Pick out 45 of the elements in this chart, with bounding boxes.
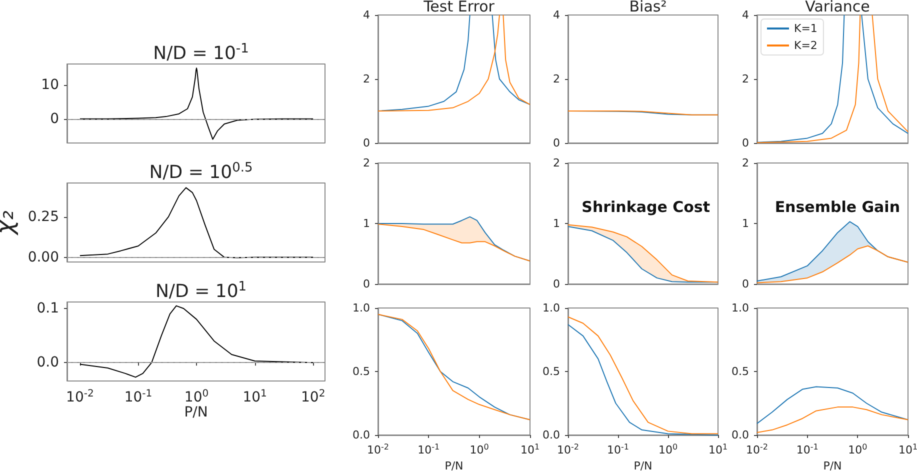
y-tick-label: 0 xyxy=(50,110,59,127)
x-axis-title: P/N xyxy=(444,459,464,472)
y-tick-label: 1 xyxy=(553,217,560,230)
annotation: Ensemble Gain xyxy=(774,198,900,216)
y-tick-label: 4 xyxy=(553,8,560,22)
y-axis-title: χ₂ xyxy=(0,210,19,236)
legend-label: K=2 xyxy=(794,39,818,52)
y-tick-label: 2 xyxy=(553,72,560,86)
y-tick-label: 0.5 xyxy=(542,365,560,378)
y-tick-label: 4 xyxy=(742,8,749,22)
x-axis-title: P/N xyxy=(634,459,652,472)
x-axis-title: P/N xyxy=(823,459,842,472)
y-tick-label: 0.5 xyxy=(732,365,749,378)
y-tick-label: 2 xyxy=(742,156,749,170)
y-tick-label: 0.25 xyxy=(28,208,59,225)
y-tick-label: 1.0 xyxy=(542,302,560,314)
x-axis-title: P/N xyxy=(184,404,208,420)
y-tick-label: 0 xyxy=(363,136,370,150)
y-tick-label: 0.0 xyxy=(352,428,370,442)
y-tick-label: 0.0 xyxy=(542,428,560,442)
y-tick-label: 0.1 xyxy=(36,300,59,316)
annotation: Shrinkage Cost xyxy=(582,198,710,216)
y-tick-label: 2 xyxy=(742,72,749,86)
chart-title: Variance xyxy=(805,0,870,16)
y-tick-label: 0.0 xyxy=(732,428,749,442)
y-tick-label: 1.0 xyxy=(732,302,749,314)
y-tick-label: 0.00 xyxy=(28,249,59,266)
chart-title: Bias² xyxy=(629,0,667,16)
y-tick-label: 4 xyxy=(363,8,370,22)
legend-label: K=1 xyxy=(794,22,818,35)
y-tick-label: 0 xyxy=(742,278,749,290)
chart-title: Test Error xyxy=(422,0,496,16)
y-tick-label: 0 xyxy=(363,278,370,290)
y-tick-label: 0.5 xyxy=(352,365,370,378)
y-tick-label: 0 xyxy=(742,136,749,150)
y-tick-label: 1.0 xyxy=(352,302,370,314)
y-tick-label: 0 xyxy=(553,278,560,290)
y-tick-label: 10 xyxy=(41,77,59,94)
y-tick-label: 2 xyxy=(553,156,560,170)
y-tick-label: 1 xyxy=(742,217,749,230)
y-tick-label: 2 xyxy=(363,156,370,170)
y-tick-label: 2 xyxy=(363,72,370,86)
y-tick-label: 0.0 xyxy=(36,354,59,371)
y-tick-label: 0 xyxy=(553,136,560,150)
y-tick-label: 1 xyxy=(363,217,370,230)
